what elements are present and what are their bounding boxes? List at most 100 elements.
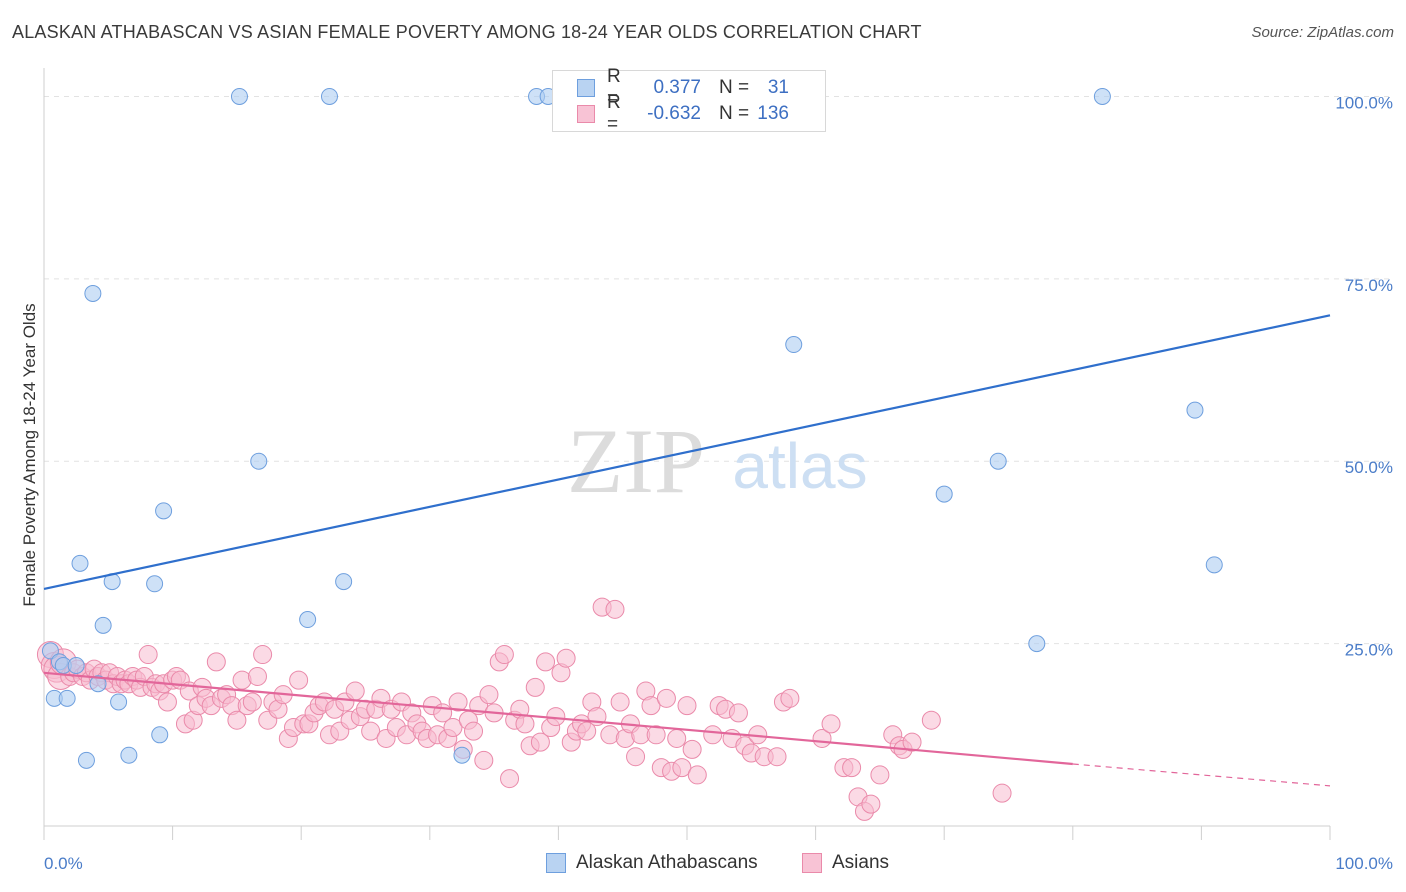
alaskan-athabascans-points bbox=[41, 87, 1223, 769]
alaskan-athabascans-point bbox=[1028, 635, 1046, 653]
n-value: 136 bbox=[757, 103, 789, 124]
asians-trend-line-extension bbox=[1072, 763, 1331, 787]
legend-item-asians: Asians bbox=[802, 852, 889, 874]
legend-row-asians: R = -0.632 N = 136 bbox=[577, 92, 789, 135]
asians-point bbox=[641, 696, 661, 716]
n-label: N = bbox=[719, 103, 750, 124]
asians-point bbox=[605, 599, 625, 619]
asians-point bbox=[767, 747, 787, 767]
asians-point bbox=[687, 765, 707, 785]
alaskan-athabascans-point bbox=[41, 642, 59, 660]
alaskan-athabascans-point bbox=[785, 336, 803, 354]
asians-point bbox=[672, 758, 692, 778]
asians-point bbox=[500, 769, 520, 789]
asians-point bbox=[646, 725, 666, 745]
gridlines bbox=[44, 95, 1392, 645]
asians-point bbox=[682, 739, 702, 759]
alaskan-athabascans-point bbox=[58, 689, 76, 707]
asians-point bbox=[443, 718, 463, 738]
asians-point bbox=[842, 758, 862, 778]
alaskan-athabascans-point bbox=[94, 616, 112, 634]
trend-lines bbox=[43, 314, 1331, 787]
asians-point bbox=[515, 714, 535, 734]
asians-point bbox=[138, 645, 158, 665]
asians-point bbox=[157, 692, 177, 712]
alaskan-athabascans-point bbox=[71, 554, 89, 572]
alaskan-athabascans-point bbox=[320, 87, 338, 105]
asians-point bbox=[728, 703, 748, 723]
asians-point bbox=[227, 710, 247, 730]
n-label: N = bbox=[719, 77, 750, 98]
x-tick-label: 0.0% bbox=[44, 854, 83, 873]
blue-swatch bbox=[546, 853, 566, 873]
asians-point bbox=[253, 645, 273, 665]
asians-point bbox=[525, 677, 545, 697]
asians-point bbox=[600, 725, 620, 745]
alaskan-athabascans-point bbox=[335, 573, 353, 591]
r-label: R = bbox=[607, 66, 621, 109]
n-value: 31 bbox=[767, 77, 789, 98]
asians-point bbox=[536, 652, 556, 672]
source-label: Source: ZipAtlas.com bbox=[1251, 24, 1394, 41]
y-tick-label: 100.0% bbox=[1335, 93, 1393, 112]
asians-point bbox=[703, 725, 723, 745]
r-value: 0.377 bbox=[653, 77, 701, 98]
asians-point bbox=[921, 710, 941, 730]
chart-title: ALASKAN ATHABASCAN VS ASIAN FEMALE POVER… bbox=[12, 22, 922, 42]
alaskan-athabascans-point bbox=[155, 502, 173, 520]
y-tick-label: 75.0% bbox=[1345, 276, 1393, 295]
alaskan-athabascans-point bbox=[299, 611, 317, 629]
asians-point bbox=[677, 696, 697, 716]
alaskan-athabascans-point bbox=[77, 751, 95, 769]
asians-point bbox=[530, 732, 550, 752]
legend-label: Alaskan Athabascans bbox=[576, 852, 758, 873]
asians-point bbox=[821, 714, 841, 734]
legend-label: Asians bbox=[832, 852, 890, 873]
asians-point bbox=[556, 648, 576, 668]
alaskan-athabascans-point bbox=[84, 284, 102, 302]
y-tick-labels: 25.0% 50.0% 75.0% 100.0% bbox=[1335, 93, 1393, 659]
asians-point bbox=[289, 670, 309, 690]
legend-item-alaskan-athabascans: Alaskan Athabascans bbox=[546, 852, 758, 874]
alaskan-athabascans-point bbox=[989, 452, 1007, 470]
asians-point bbox=[206, 652, 226, 672]
asians-point bbox=[474, 750, 494, 770]
alaskan-athabascans-point bbox=[935, 485, 953, 503]
asians-point bbox=[494, 645, 514, 665]
asians-point bbox=[448, 692, 468, 712]
alaskan-athabascans-point bbox=[89, 675, 107, 693]
y-tick-label: 50.0% bbox=[1345, 458, 1393, 477]
watermark-atlas: atlas bbox=[732, 430, 867, 502]
asians-points bbox=[36, 597, 1012, 821]
alaskan-athabascans-point bbox=[250, 452, 268, 470]
asians-point bbox=[464, 721, 484, 741]
pink-swatch bbox=[802, 853, 822, 873]
axes bbox=[43, 68, 1331, 840]
watermark-zip: ZIP bbox=[567, 410, 705, 512]
asians-point bbox=[861, 794, 881, 814]
asians-point bbox=[247, 666, 267, 686]
alaskan-athabascans-point bbox=[1093, 87, 1111, 105]
legend-row-alaskan: R = 0.377 N = 31 bbox=[577, 66, 789, 109]
alaskan-athabascans-point bbox=[1205, 556, 1223, 574]
r-label: R = bbox=[607, 92, 621, 135]
pink-swatch bbox=[577, 105, 595, 123]
alaskan-athabascans-point bbox=[230, 87, 248, 105]
x-tick-label: 100.0% bbox=[1335, 854, 1393, 873]
asians-point bbox=[902, 732, 922, 752]
asians-point bbox=[667, 728, 687, 748]
correlation-legend: R = 0.377 N = 31 R = -0.632 N = 136 bbox=[552, 66, 826, 135]
asians-point bbox=[780, 688, 800, 708]
asians-point bbox=[610, 692, 630, 712]
asians-point bbox=[242, 692, 262, 712]
alaskan-athabascans-point bbox=[453, 746, 471, 764]
asians-point bbox=[345, 681, 365, 701]
asians-point bbox=[232, 670, 252, 690]
r-value: -0.632 bbox=[647, 103, 701, 124]
alaskan-athabascans-point bbox=[151, 726, 169, 744]
alaskan-athabascans-point bbox=[120, 746, 138, 764]
x-tick-labels: 0.0% 100.0% bbox=[44, 854, 1393, 873]
asians-point bbox=[479, 685, 499, 705]
asians-point bbox=[870, 765, 890, 785]
